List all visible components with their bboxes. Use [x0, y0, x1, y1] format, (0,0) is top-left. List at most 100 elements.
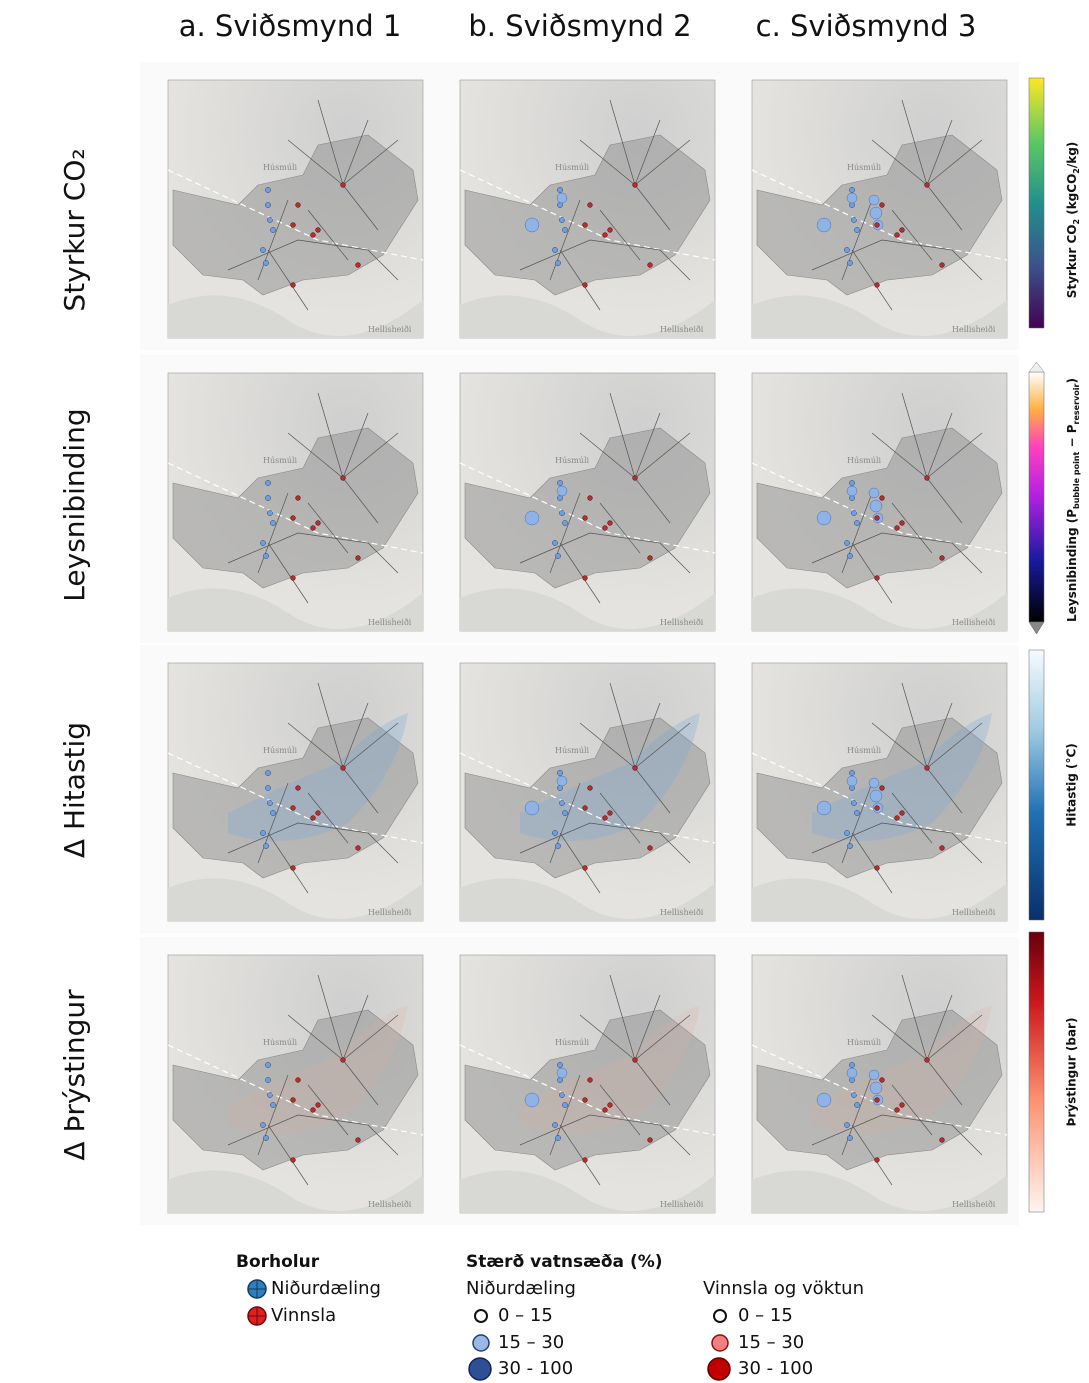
production-well [874, 865, 880, 871]
well-path [841, 199, 873, 281]
production-well [874, 222, 880, 228]
production-well [632, 182, 638, 188]
well-path [519, 1114, 691, 1156]
injection-well [270, 520, 276, 526]
well-path [891, 1084, 933, 1136]
field-area [464, 717, 711, 879]
production-well [632, 765, 638, 771]
injection-well [265, 480, 271, 486]
production-well [315, 810, 321, 816]
production-well [295, 495, 301, 501]
injection-well [265, 187, 271, 193]
map-label: Hellisheiði [952, 325, 996, 334]
injection-well [556, 1067, 568, 1079]
production-well [310, 815, 316, 821]
well-path [317, 392, 344, 479]
production-well [647, 845, 653, 851]
well-path [579, 722, 636, 769]
injection-well [868, 194, 880, 206]
label-part: ) [1065, 378, 1079, 383]
well-path [634, 994, 661, 1061]
well-path [599, 792, 641, 844]
well-path [926, 722, 983, 769]
injection-well [844, 540, 850, 546]
map-label: Hellisheiði [952, 908, 996, 917]
well-path [871, 432, 928, 479]
map-label: Hellisheiði [368, 325, 412, 334]
map-panel: Húsmúli Hellisheiði [140, 937, 435, 1225]
legend-label: 0 – 15 [738, 1305, 793, 1326]
label-subscript: reservoir [1072, 383, 1081, 424]
well-path [519, 532, 691, 574]
production-well [939, 555, 945, 561]
production-well [340, 182, 346, 188]
production-well [632, 1057, 638, 1063]
production-well [602, 525, 608, 531]
column-header: c. Sviðsmynd 3 [756, 9, 977, 43]
map-label: Hellisheiði [368, 1200, 412, 1209]
well-path [549, 1074, 581, 1156]
production-well [939, 1137, 945, 1143]
injection-well [552, 247, 558, 253]
production-well [290, 865, 296, 871]
injection-well [847, 843, 853, 849]
map-label: Húsmúli [847, 1038, 882, 1047]
well-path [227, 1114, 399, 1156]
injection-well [555, 260, 561, 266]
production-well [340, 765, 346, 771]
well-path [926, 1059, 963, 1106]
injection-well [265, 202, 271, 208]
road [459, 169, 716, 261]
injection-well [260, 247, 266, 253]
well-path [609, 682, 636, 769]
well-path [267, 249, 309, 311]
well-path [342, 702, 369, 769]
well-path [634, 477, 671, 524]
injection-well [851, 1092, 857, 1098]
production-well [315, 227, 321, 233]
road [751, 169, 1008, 261]
map-label: Hellisheiði [952, 1200, 996, 1209]
production-well [602, 232, 608, 238]
map-panel: Húsmúli Hellisheiði [724, 937, 1019, 1225]
label-part: /kg) [1065, 142, 1079, 168]
road [459, 1044, 716, 1136]
well-path [841, 782, 873, 864]
legend-label: Niðurdæling [271, 1278, 381, 1299]
well-path [811, 239, 983, 281]
injection-well [854, 810, 860, 816]
well-path [307, 502, 349, 554]
production-well [587, 202, 593, 208]
production-well [899, 1102, 905, 1108]
well-path [342, 184, 379, 231]
label-subscript: 2 [1072, 219, 1081, 225]
map-grid: Húsmúli Hellisheiði Húsmúli Hellisheiði Húsm… [140, 62, 1019, 1225]
injection-well [557, 770, 563, 776]
well-path [342, 432, 399, 479]
injection-well [555, 843, 561, 849]
terrain [752, 1170, 1007, 1213]
well-path [559, 542, 601, 604]
injection-well [263, 843, 269, 849]
field-area [464, 1009, 711, 1171]
map-label: Húsmúli [847, 163, 882, 172]
colorbar-label: Þrýstingur (bar) [1065, 1018, 1079, 1127]
map-label: Húsmúli [263, 1038, 298, 1047]
well-path [559, 832, 601, 894]
injection-well [846, 192, 858, 204]
production-well [874, 575, 880, 581]
production-well [295, 785, 301, 791]
terrain [168, 295, 423, 338]
production-well [582, 865, 588, 871]
colorbar-label: Hitastig (°C) [1065, 743, 1079, 827]
injection-well [260, 1122, 266, 1128]
colorbar-extend [1028, 621, 1045, 635]
injection-well [557, 1062, 563, 1068]
production-well [924, 475, 930, 481]
road [751, 1044, 1008, 1136]
injection-well [846, 775, 858, 787]
well-path [317, 974, 344, 1061]
production-well [315, 520, 321, 526]
road [167, 169, 424, 261]
map-panel: Húsmúli Hellisheiði [140, 62, 435, 350]
